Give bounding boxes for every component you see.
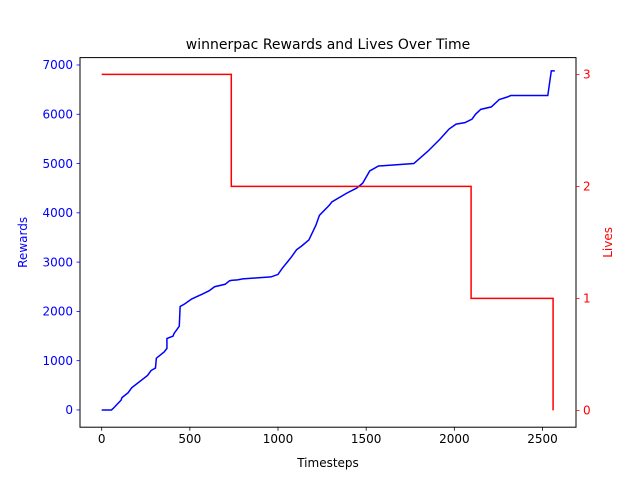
left-tick-label: 0 <box>65 403 73 417</box>
right-tick-label: 1 <box>583 292 591 306</box>
x-tick-label: 500 <box>178 432 201 446</box>
left-tick-label: 3000 <box>42 255 73 269</box>
x-axis-label: Timesteps <box>296 456 359 470</box>
lives-series-line <box>101 73 554 411</box>
left-tick-label: 4000 <box>42 206 73 220</box>
x-tick-label: 2500 <box>527 432 558 446</box>
right-tick-label: 3 <box>583 68 591 82</box>
right-tick-label: 0 <box>583 404 591 418</box>
left-tick-label: 5000 <box>42 157 73 171</box>
left-axis-label: Rewards <box>16 217 30 268</box>
right-axis-label: Lives <box>601 227 615 258</box>
left-tick-label: 7000 <box>42 58 73 72</box>
x-tick-label: 0 <box>98 432 106 446</box>
plot-frame <box>79 57 577 428</box>
x-tick-label: 1000 <box>263 432 294 446</box>
left-tick-label: 2000 <box>42 305 73 319</box>
left-tick-label: 1000 <box>42 354 73 368</box>
rewards-series-line <box>101 70 555 411</box>
chart-title: winnerpac Rewards and Lives Over Time <box>186 37 470 53</box>
left-tick-label: 6000 <box>42 107 73 121</box>
right-tick-label: 2 <box>583 180 591 194</box>
x-tick-label: 1500 <box>351 432 382 446</box>
x-tick-label: 2000 <box>439 432 470 446</box>
